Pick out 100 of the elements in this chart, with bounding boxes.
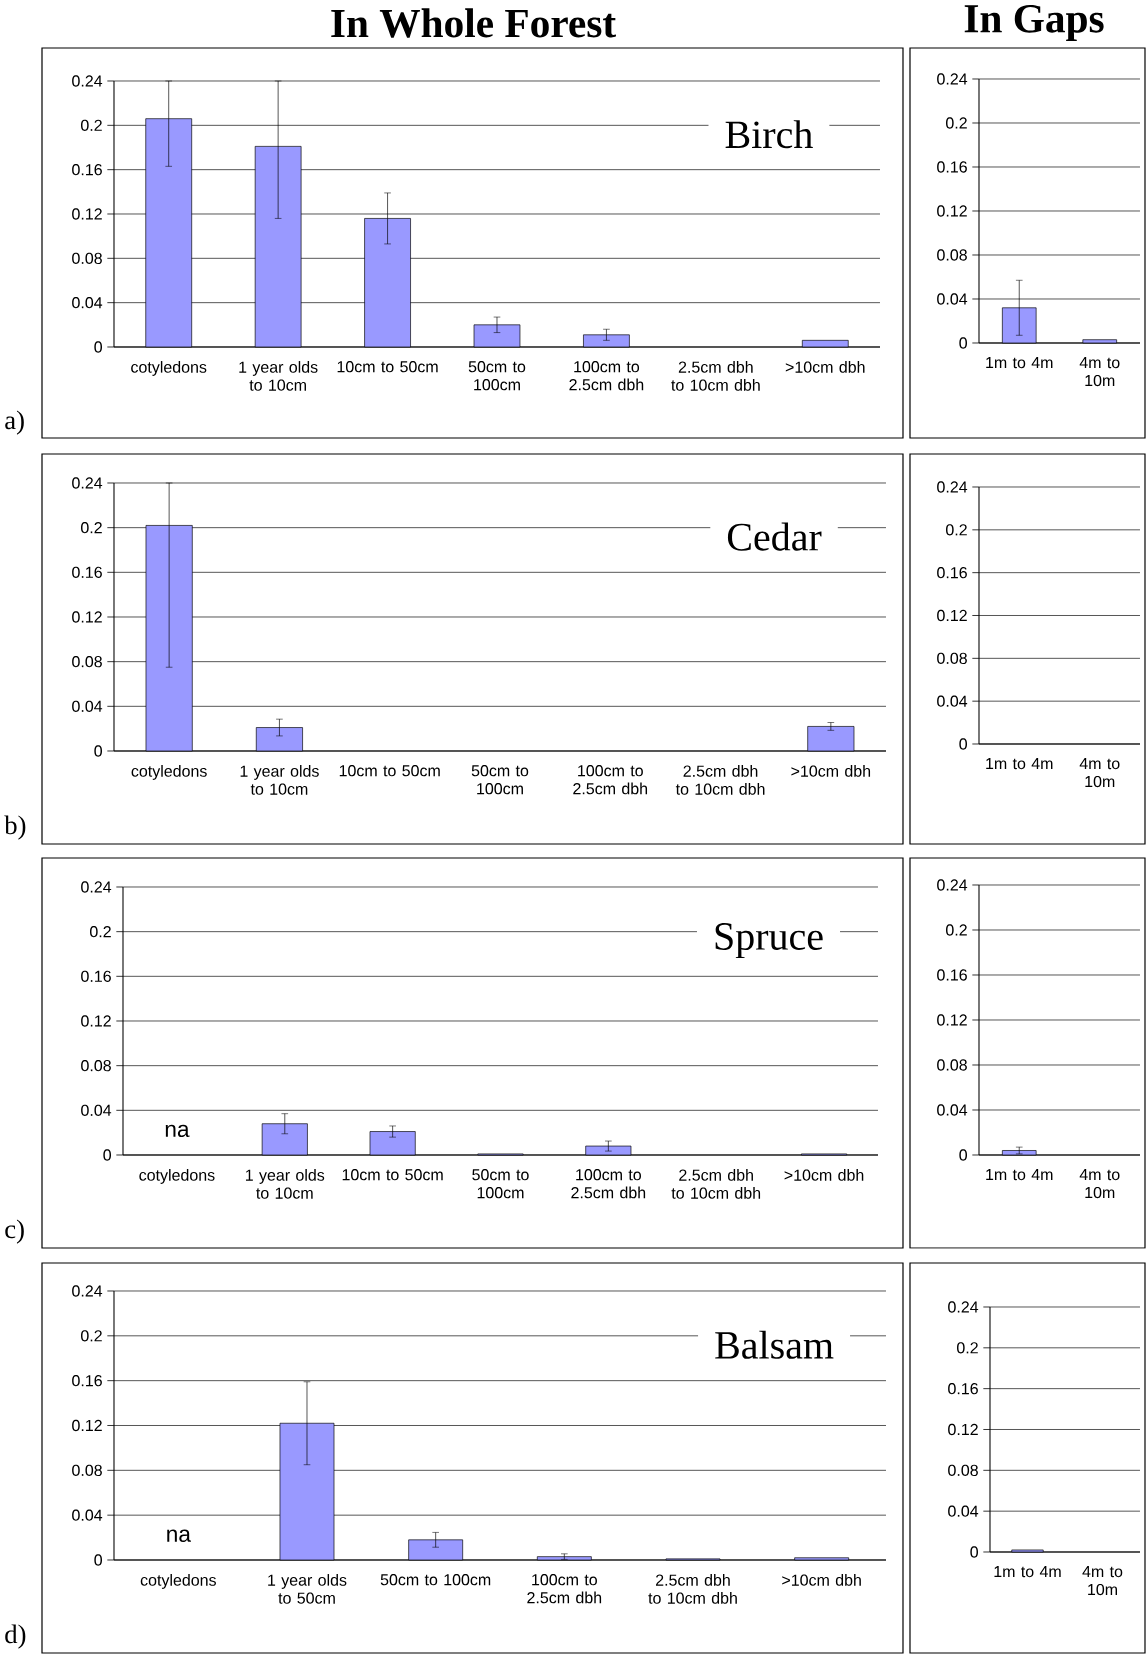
y-tick-label: 0 xyxy=(959,337,967,349)
y-tick-label: 0.04 xyxy=(937,293,968,305)
y-tick-label: 0.08 xyxy=(72,1464,102,1476)
y-tick-label: 0.16 xyxy=(81,970,111,982)
y-tick-label: 0 xyxy=(94,1554,102,1566)
x-tick-label: 1 year olds to 10cm xyxy=(245,1169,325,1199)
y-tick-label: 0.12 xyxy=(937,1014,967,1026)
text: d) xyxy=(5,1624,26,1649)
x-tick-label: 10cm to 50cm xyxy=(337,361,438,373)
annotation: na xyxy=(165,1124,190,1138)
x-tick-label: 2.5cm dbh to 10cm dbh xyxy=(648,1574,737,1604)
y-tick-label: 0.12 xyxy=(72,611,102,623)
y-tick-label: 0.16 xyxy=(937,161,967,173)
y-tick-label: 0.2 xyxy=(81,522,102,534)
chart-title: In Whole Forest xyxy=(331,8,616,38)
chart-title: In Gaps xyxy=(964,4,1104,42)
y-tick-label: 0.24 xyxy=(72,75,103,87)
y-tick-label: 0.08 xyxy=(72,656,102,668)
y-tick-label: 0.08 xyxy=(72,252,102,264)
y-tick-label: 0 xyxy=(970,1546,978,1558)
x-tick-label: 100cm to 2.5cm dbh xyxy=(571,1169,646,1199)
y-tick-label: 0.16 xyxy=(72,164,102,176)
x-tick-label: 4m to 10m xyxy=(1079,758,1120,788)
x-tick-label: >10cm dbh xyxy=(791,765,871,777)
annotation: Cedar xyxy=(727,522,822,551)
y-tick-label: 0.24 xyxy=(937,73,968,85)
y-tick-label: 0.04 xyxy=(72,1509,103,1521)
y-tick-label: 0.04 xyxy=(937,695,968,707)
y-tick-label: 0.12 xyxy=(81,1015,111,1027)
y-tick-label: 0 xyxy=(103,1149,111,1161)
text: a) xyxy=(5,410,24,435)
y-tick-label: 0.04 xyxy=(81,1104,112,1116)
y-tick-label: 0.08 xyxy=(937,652,967,664)
y-tick-label: 0.16 xyxy=(937,969,967,981)
y-tick-label: 0.08 xyxy=(937,1059,967,1071)
y-tick-label: 0 xyxy=(94,745,102,757)
y-tick-label: 0 xyxy=(94,341,102,353)
y-tick-label: 0.04 xyxy=(937,1104,968,1116)
y-tick-label: 0.12 xyxy=(72,1419,102,1432)
x-tick-label: 2.5cm dbh to 10cm dbh xyxy=(675,765,765,795)
y-tick-label: 0.16 xyxy=(948,1383,978,1395)
x-tick-label: 1 year olds to 10cm xyxy=(240,765,319,795)
y-tick-label: 0.24 xyxy=(937,879,968,891)
x-tick-label: cotyledons xyxy=(140,1574,216,1589)
annotation: Spruce xyxy=(715,923,823,959)
x-tick-label: 50cm to 100cm xyxy=(471,765,529,795)
y-tick-label: 0 xyxy=(959,1149,967,1161)
x-tick-label: 100cm to 2.5cm dbh xyxy=(569,361,644,391)
y-tick-label: 0.2 xyxy=(946,924,967,936)
y-tick-label: 0.08 xyxy=(81,1060,111,1072)
y-tick-label: 0.04 xyxy=(72,297,103,309)
y-tick-label: 0.2 xyxy=(946,117,967,129)
x-tick-label: >10cm dbh xyxy=(784,1169,864,1181)
y-tick-label: 0.16 xyxy=(937,567,967,579)
x-tick-label: 1m to 4m xyxy=(986,1169,1053,1181)
y-tick-label: 0.2 xyxy=(81,1330,102,1342)
x-tick-label: >10cm dbh xyxy=(782,1574,861,1586)
text: c) xyxy=(5,1219,24,1244)
x-tick-label: 2.5cm dbh to 10cm dbh xyxy=(671,1169,761,1199)
annotation: Birch xyxy=(725,120,813,149)
y-tick-label: 0.16 xyxy=(72,566,102,578)
y-tick-label: 0.2 xyxy=(90,926,111,938)
y-tick-label: 0.2 xyxy=(946,524,967,536)
y-tick-label: 0.08 xyxy=(937,249,967,261)
x-tick-label: 4m to 10m xyxy=(1079,1169,1120,1199)
y-tick-label: 0.12 xyxy=(948,1423,978,1436)
x-tick-label: cotyledons xyxy=(139,1169,215,1184)
x-tick-label: 10cm to 50cm xyxy=(342,1169,443,1181)
x-tick-label: 1m to 4m xyxy=(986,758,1053,770)
text: b) xyxy=(4,815,26,840)
x-tick-label: 4m to 10m xyxy=(1079,357,1120,387)
y-tick-label: 0.24 xyxy=(81,881,112,893)
y-tick-label: 0.12 xyxy=(937,205,967,217)
y-tick-label: 0.08 xyxy=(948,1464,978,1476)
x-tick-label: 1 year olds to 10cm xyxy=(239,361,318,391)
x-tick-label: 10cm to 50cm xyxy=(339,765,440,777)
y-tick-label: 0.12 xyxy=(937,609,967,622)
x-tick-label: cotyledons xyxy=(131,765,207,780)
x-tick-label: 1m to 4m xyxy=(986,357,1053,369)
x-tick-label: 2.5cm dbh to 10cm dbh xyxy=(671,361,760,391)
x-tick-label: 50cm to 100cm xyxy=(380,1574,491,1586)
x-tick-label: 100cm to 2.5cm dbh xyxy=(527,1574,602,1604)
x-tick-label: 1m to 4m xyxy=(994,1566,1061,1578)
y-tick-label: 0.04 xyxy=(948,1505,979,1517)
y-tick-label: 0.12 xyxy=(72,208,102,220)
annotation: Balsam xyxy=(715,1330,834,1359)
x-tick-label: 4m to 10m xyxy=(1082,1566,1123,1596)
x-tick-label: 50cm to 100cm xyxy=(468,361,526,391)
y-tick-label: 0.2 xyxy=(957,1342,978,1354)
y-tick-label: 0.24 xyxy=(72,1285,103,1297)
x-tick-label: >10cm dbh xyxy=(785,361,865,373)
annotation: na xyxy=(167,1529,191,1542)
x-tick-label: 100cm to 2.5cm dbh xyxy=(573,765,648,795)
y-tick-label: 0.16 xyxy=(72,1375,102,1387)
y-tick-label: 0.24 xyxy=(948,1301,979,1313)
y-tick-label: 0 xyxy=(959,738,967,750)
y-tick-label: 0.24 xyxy=(937,481,968,493)
x-tick-label: 1 year olds to 50cm xyxy=(268,1574,347,1604)
y-tick-label: 0.24 xyxy=(72,477,103,489)
y-tick-label: 0.2 xyxy=(81,119,102,131)
